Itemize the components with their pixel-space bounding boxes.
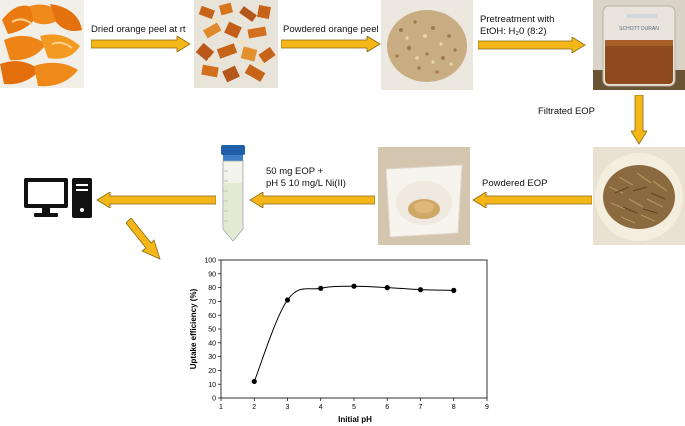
arrow-left-1 — [472, 192, 592, 208]
step-powdered-peel-label: Powdered orange peel — [283, 24, 379, 35]
orange-peel-photo — [0, 0, 84, 88]
data-point — [351, 283, 357, 289]
data-point — [284, 297, 291, 303]
x-tick-label: 4 — [319, 404, 323, 411]
data-point — [417, 287, 424, 293]
step-mix-line1: 50 mg EOP + — [266, 166, 324, 177]
arrow-left-3 — [96, 192, 216, 208]
arrow-down — [631, 95, 647, 145]
step-dried-label: Dried orange peel at rt — [91, 24, 186, 35]
x-tick-label: 6 — [385, 404, 389, 411]
x-tick-label: 5 — [352, 404, 356, 411]
dried-peel-photo — [194, 0, 278, 88]
step-pretreatment-line2: EtOH: H₂0 (8:2) — [480, 26, 547, 37]
beaker-brand-text: SCHOTT DURAN — [619, 26, 659, 32]
x-tick-label: 1 — [219, 404, 223, 411]
arrow-right-2 — [281, 36, 381, 52]
y-tick-label: 70 — [208, 299, 216, 306]
filtered-eop-photo — [593, 147, 685, 245]
y-axis-label: Uptake efficiency (%) — [189, 288, 198, 369]
arrow-diagonal — [126, 218, 161, 260]
y-tick-label: 10 — [208, 382, 216, 389]
x-axis-label: Initial pH — [338, 415, 372, 424]
series-line — [253, 285, 454, 382]
computer-icon — [24, 178, 94, 218]
arrow-left-2 — [249, 192, 375, 208]
y-tick-label: 30 — [208, 354, 216, 361]
powder-photo — [381, 0, 473, 90]
data-point — [384, 285, 390, 291]
y-tick-label: 50 — [208, 327, 216, 334]
y-tick-label: 90 — [208, 271, 216, 278]
data-point — [251, 378, 257, 385]
plot-frame — [220, 259, 488, 399]
step-powdered-eop-label: Powdered EOP — [482, 178, 548, 189]
data-point — [318, 285, 324, 291]
step-pretreatment-label: Pretreatment with EtOH: H₂0 (8:2) — [480, 14, 554, 38]
y-tick-label: 100 — [204, 258, 216, 265]
x-tick-label: 7 — [419, 404, 423, 411]
step-pretreatment-line1: Pretreatment with — [480, 14, 555, 25]
uptake-chart: Uptake efficiency (%) Initial pH 0 10 20 30… — [189, 258, 489, 424]
y-tick-label: 0 — [212, 396, 216, 403]
y-tick-label: 20 — [208, 368, 216, 375]
step-filtrated-label: Filtrated EOP — [538, 106, 596, 117]
powder-bowl-photo — [378, 147, 470, 245]
x-tick-label: 3 — [286, 404, 290, 411]
beaker-photo: SCHOTT DURAN — [593, 0, 685, 90]
y-tick-label: 80 — [208, 285, 216, 292]
y-tick-label: 60 — [208, 313, 216, 320]
x-tick-label: 8 — [452, 404, 456, 411]
step-mix-line2: pH 5 10 mg/L Ni(II) — [266, 178, 346, 189]
step-mix-label: 50 mg EOP + pH 5 10 mg/L Ni(II) — [266, 166, 346, 190]
centrifuge-tube-icon — [219, 145, 247, 243]
x-tick-label: 2 — [252, 404, 256, 411]
data-point — [451, 287, 457, 293]
arrow-right-3 — [478, 37, 586, 53]
y-tick-label: 40 — [208, 340, 216, 347]
x-tick-label: 9 — [485, 404, 489, 411]
arrow-right-1 — [91, 36, 191, 52]
